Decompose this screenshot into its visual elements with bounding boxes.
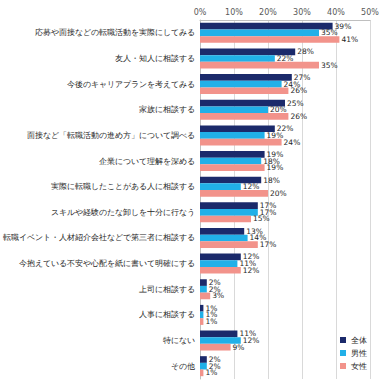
svg-text:女性: 女性 (351, 362, 367, 371)
svg-text:1%: 1% (205, 368, 217, 377)
svg-text:その他: その他 (171, 362, 195, 371)
svg-text:男性: 男性 (351, 349, 367, 358)
svg-text:2%: 2% (208, 361, 221, 371)
svg-text:25%: 25% (287, 99, 304, 108)
svg-text:3%: 3% (212, 291, 224, 300)
svg-text:20%: 20% (259, 8, 277, 17)
svg-text:12%: 12% (242, 252, 260, 262)
svg-text:2%: 2% (208, 284, 221, 294)
svg-text:17%: 17% (260, 240, 277, 249)
svg-text:人事に相談する: 人事に相談する (139, 310, 195, 319)
svg-text:22%: 22% (276, 124, 294, 134)
svg-text:17%: 17% (259, 207, 277, 217)
svg-text:11%: 11% (239, 259, 257, 269)
svg-text:39%: 39% (334, 21, 352, 31)
svg-text:20%: 20% (270, 189, 287, 198)
svg-text:1%: 1% (205, 310, 218, 320)
svg-text:18%: 18% (263, 176, 280, 185)
svg-text:35%: 35% (321, 61, 338, 70)
svg-text:1%: 1% (205, 317, 217, 326)
svg-text:50%: 50% (361, 8, 379, 17)
svg-text:転職イベント・人材紹介会社などで第三者に相談する: 転職イベント・人材紹介会社などで第三者に相談する (3, 233, 195, 242)
svg-text:14%: 14% (249, 233, 267, 243)
svg-text:24%: 24% (284, 138, 301, 147)
svg-text:面接など「転職活動の進め方」について調べる: 面接など「転職活動の進め方」について調べる (27, 131, 195, 140)
svg-text:12%: 12% (243, 266, 260, 275)
svg-text:27%: 27% (293, 72, 311, 82)
svg-text:全体: 全体 (351, 336, 367, 345)
svg-text:1%: 1% (205, 303, 218, 313)
svg-text:今後のキャリアプランを考えてみる: 今後のキャリアプランを考えてみる (67, 80, 195, 89)
svg-text:12%: 12% (243, 336, 260, 345)
svg-text:17%: 17% (259, 201, 277, 211)
svg-text:30%: 30% (293, 8, 311, 17)
svg-text:19%: 19% (266, 149, 284, 159)
svg-text:家族に相談する: 家族に相談する (139, 105, 195, 114)
svg-text:応募や面接などの転職活動を実際にしてみる: 応募や面接などの転職活動を実際にしてみる (35, 28, 195, 37)
svg-text:19%: 19% (267, 163, 284, 172)
svg-text:10%: 10% (225, 8, 243, 17)
svg-text:13%: 13% (246, 226, 263, 236)
svg-text:18%: 18% (263, 156, 280, 166)
svg-text:26%: 26% (290, 86, 307, 95)
svg-text:特にない: 特にない (163, 336, 195, 345)
svg-text:今抱えている不安や心配を紙に書いて明確にする: 今抱えている不安や心配を紙に書いて明確にする (19, 259, 195, 268)
svg-text:28%: 28% (297, 47, 314, 56)
svg-text:0%: 0% (194, 8, 207, 17)
svg-text:スキルや経験のたな卸しを十分に行なう: スキルや経験のたな卸しを十分に行なう (51, 208, 195, 217)
svg-text:40%: 40% (327, 8, 345, 17)
svg-text:20%: 20% (270, 105, 287, 114)
svg-text:24%: 24% (283, 79, 301, 89)
svg-text:友人・知人に相談する: 友人・知人に相談する (115, 54, 195, 63)
svg-text:実際に転職したことがある人に相談する: 実際に転職したことがある人に相談する (51, 182, 195, 191)
svg-text:22%: 22% (277, 54, 294, 63)
svg-text:9%: 9% (233, 343, 245, 352)
svg-text:2%: 2% (208, 355, 221, 364)
svg-text:41%: 41% (341, 35, 358, 44)
svg-text:12%: 12% (243, 182, 260, 191)
svg-text:上司に相談する: 上司に相談する (139, 285, 195, 294)
svg-text:11%: 11% (239, 329, 257, 339)
svg-text:2%: 2% (208, 278, 221, 288)
svg-text:19%: 19% (267, 131, 284, 140)
svg-text:15%: 15% (253, 214, 270, 223)
svg-text:企業について理解を深める: 企業について理解を深める (99, 157, 195, 166)
svg-text:35%: 35% (321, 28, 338, 37)
svg-text:26%: 26% (290, 112, 307, 121)
